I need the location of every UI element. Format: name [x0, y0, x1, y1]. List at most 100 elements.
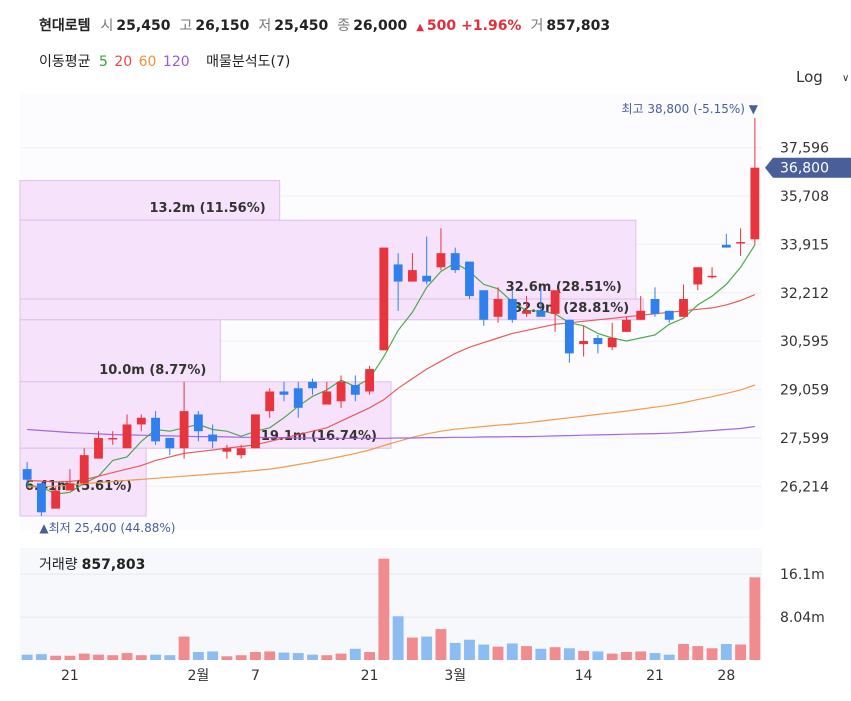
candle-body — [650, 299, 660, 314]
moving-average-legend[interactable]: 이동평균 5 20 60 120 매물분석도(7) — [39, 51, 294, 71]
volume-panel-title: 거래량 857,803 — [39, 554, 145, 574]
volume-bar — [635, 651, 647, 660]
change-percent: +1.96% — [461, 18, 522, 34]
volume-title: 거래량 — [39, 557, 78, 573]
candle-body — [236, 448, 246, 456]
candle-body — [379, 247, 389, 351]
volume-bar — [478, 644, 490, 660]
candle-body — [222, 448, 232, 452]
volume-bar — [50, 655, 62, 660]
candle-body — [322, 391, 332, 405]
candle-body — [51, 490, 61, 509]
log-scale-toggle[interactable]: Log — [796, 68, 823, 86]
volume-bar — [535, 648, 547, 660]
candle-body — [507, 299, 517, 320]
volume-label: 거 — [530, 18, 544, 34]
volume-bar — [121, 653, 133, 660]
x-tick-label: 7 — [251, 668, 260, 684]
candle-body — [22, 469, 32, 480]
candle-body — [536, 310, 546, 317]
candle-body — [550, 290, 560, 314]
candle-body — [393, 264, 403, 282]
x-tick-label: 28 — [717, 668, 735, 684]
volume-bar — [64, 655, 76, 660]
volume-bar — [663, 654, 675, 660]
volume-value: 857,803 — [546, 18, 611, 34]
ma-line-60 — [27, 384, 756, 488]
close-value: 26,000 — [353, 18, 408, 34]
volume-bar — [678, 644, 689, 660]
volume-bar — [592, 651, 604, 660]
open-value: 25,450 — [116, 18, 171, 34]
candle-body — [308, 381, 317, 389]
candle-body — [750, 167, 760, 240]
volume-bar — [178, 636, 190, 660]
volume-bar — [307, 654, 318, 660]
volume-bar — [335, 653, 347, 660]
volume-bar — [621, 652, 632, 660]
volume-bar — [392, 616, 404, 660]
volume-bar — [164, 655, 176, 660]
candle-body — [679, 299, 688, 317]
candle-body — [108, 437, 118, 440]
candle-body — [136, 417, 146, 425]
ma-5: 5 — [98, 54, 108, 70]
close-label: 종 — [337, 18, 351, 34]
stock-name: 현대로템 — [39, 18, 91, 34]
candle-body — [151, 417, 160, 442]
candle-body — [350, 385, 360, 395]
candle-body — [36, 483, 46, 513]
volume-bar — [364, 652, 376, 660]
volume-bar — [107, 655, 119, 660]
candle-body — [79, 455, 89, 484]
volume-bar — [735, 644, 747, 660]
volume-profile-label: 19.1m (16.74%) — [261, 429, 377, 444]
volume-profile-bar-1 — [19, 219, 637, 300]
volume-bar — [406, 637, 418, 660]
candle-body — [365, 369, 375, 392]
volume-bar — [421, 636, 433, 660]
volume-bar — [150, 654, 161, 660]
candle-body — [336, 381, 346, 402]
ma-60: 60 — [138, 54, 157, 70]
volume-bar — [435, 629, 447, 660]
candle-body — [65, 483, 75, 491]
volume-bar — [606, 653, 618, 660]
volume-latest: 857,803 — [81, 557, 146, 573]
min-price-label: ▲최저 25,400 (44.88%) — [39, 521, 175, 535]
ma-20: 20 — [114, 54, 133, 70]
candle-body — [564, 319, 574, 354]
volume-profile-label: 10.0m (8.77%) — [99, 363, 206, 378]
volume-profile-label: 32.6m (28.51%) — [506, 280, 622, 295]
volume-bar — [78, 653, 90, 660]
volume-bar — [264, 651, 276, 660]
volume-plot-area — [20, 548, 762, 660]
current-price-label: 36,800 — [780, 161, 829, 177]
volume-bar — [207, 651, 219, 660]
y-tick-label: 29,059 — [780, 383, 829, 399]
volume-bar — [749, 577, 761, 660]
volume-bar — [720, 644, 732, 660]
candle-body — [193, 414, 203, 432]
volume-bar — [192, 652, 204, 660]
volume-bar — [135, 655, 147, 660]
y-tick-label: 30,595 — [780, 334, 829, 350]
volume-profile-toggle[interactable]: 매물분석도(7) — [206, 54, 291, 70]
volume-bar — [563, 648, 575, 660]
y-tick-label: 27,599 — [780, 431, 829, 447]
volume-bar — [506, 643, 518, 660]
candle-body — [622, 319, 631, 332]
y-tick-label: 35,708 — [780, 189, 829, 205]
chevron-down-icon[interactable]: ∨ — [842, 73, 850, 84]
candle-body — [165, 437, 175, 449]
volume-profile-bar-0 — [19, 180, 281, 221]
candle-body — [636, 310, 646, 320]
volume-profile-bar-3 — [19, 319, 221, 383]
candle-body — [179, 411, 189, 449]
candle-body — [721, 244, 731, 248]
change-value: 500 — [426, 18, 457, 34]
y-tick-label: 26,214 — [780, 479, 829, 495]
volume-bar — [21, 654, 33, 660]
volume-bar — [464, 639, 475, 660]
